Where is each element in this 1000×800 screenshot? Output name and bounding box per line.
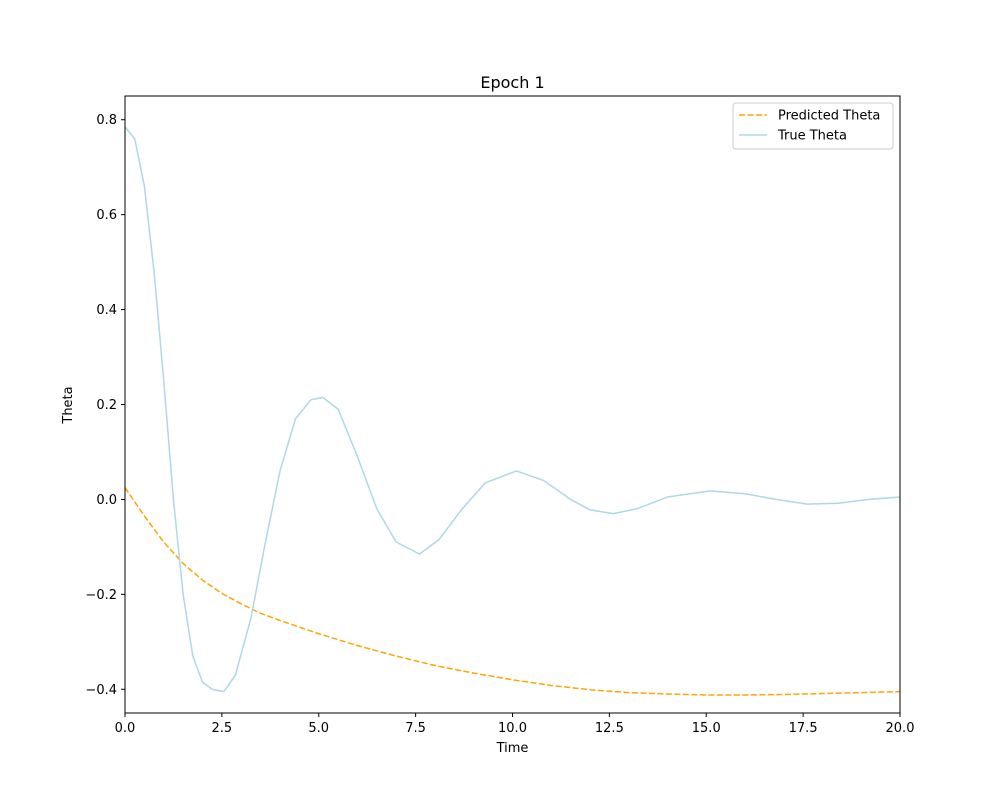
- y-axis-title: Theta: [61, 386, 76, 424]
- x-tick-label: 12.5: [595, 721, 624, 736]
- chart-title: Epoch 1: [480, 73, 544, 92]
- x-tick-label: 10.0: [498, 721, 527, 736]
- x-tick-label: 15.0: [692, 721, 721, 736]
- x-axis-title: Time: [496, 741, 529, 756]
- y-tick-label: 0.8: [96, 113, 117, 128]
- x-axis: 0.0 2.5 5.0 7.5 10.0 12.5 15.0 17.5 20.0: [115, 713, 915, 736]
- x-tick-label: 0.0: [115, 721, 136, 736]
- series-line-predicted-theta: [124, 487, 901, 696]
- y-axis: −0.4 −0.2 0.0 0.2 0.4 0.6 0.8: [85, 113, 125, 698]
- x-tick-label: 7.5: [405, 721, 426, 736]
- legend: Predicted Theta True Theta: [732, 102, 894, 150]
- x-tick-label: 2.5: [212, 721, 233, 736]
- legend-box: [732, 102, 894, 150]
- y-tick-label: 0.0: [96, 493, 117, 508]
- x-tick-label: 20.0: [886, 721, 915, 736]
- series-line-true-theta: [124, 126, 901, 693]
- y-tick-label: −0.2: [85, 588, 117, 603]
- legend-label: Predicted Theta: [778, 109, 880, 124]
- y-tick-label: 0.2: [96, 398, 117, 413]
- legend-label: True Theta: [777, 129, 847, 144]
- y-tick-label: −0.4: [85, 683, 117, 698]
- series-layer: [124, 126, 901, 696]
- y-tick-label: 0.4: [96, 303, 117, 318]
- x-tick-label: 17.5: [789, 721, 818, 736]
- x-tick-label: 5.0: [308, 721, 329, 736]
- y-tick-label: 0.6: [96, 208, 117, 223]
